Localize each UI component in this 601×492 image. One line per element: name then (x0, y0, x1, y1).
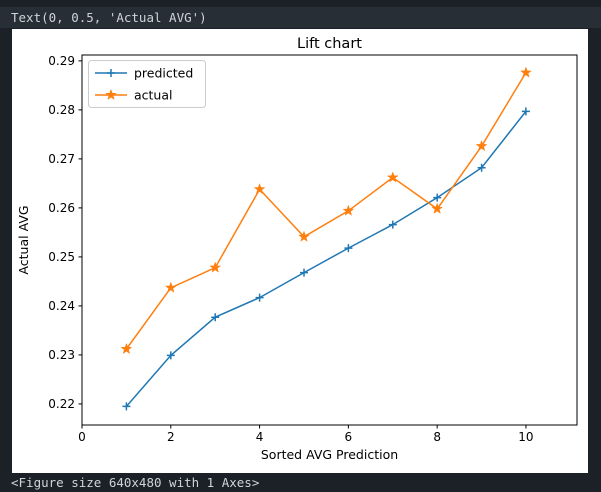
chart: Lift chart Sorted AVG Prediction Actual … (16, 36, 578, 462)
output-line-bottom: <Figure size 640x480 with 1 Axes> (0, 473, 601, 492)
x-tick-label: 4 (256, 430, 264, 444)
star-marker-icon (209, 261, 222, 273)
plus-marker-icon (344, 244, 353, 253)
y-tick-label: 0.24 (48, 299, 75, 313)
x-axis-label: Sorted AVG Prediction (261, 447, 398, 462)
y-tick-label: 0.23 (48, 348, 75, 362)
legend-label: predicted (134, 66, 193, 81)
plus-marker-icon (521, 107, 530, 116)
star-marker-icon (386, 171, 399, 183)
y-tick-label: 0.26 (48, 201, 75, 215)
text-object-repr: Text(0, 0.5, 'Actual AVG') (11, 10, 207, 25)
star-marker-icon (431, 202, 444, 214)
x-tick-label: 10 (518, 430, 533, 444)
star-marker-icon (253, 183, 266, 195)
star-marker-icon (105, 88, 117, 101)
star-marker-icon (519, 66, 532, 78)
plus-marker-icon (433, 193, 442, 202)
figure-size-repr: <Figure size 640x480 with 1 Axes> (11, 475, 260, 490)
chart-title: Lift chart (297, 36, 362, 52)
output-line-top: Text(0, 0.5, 'Actual AVG') (0, 7, 601, 28)
plus-marker-icon (166, 351, 175, 360)
y-axis-label: Actual AVG (16, 205, 31, 274)
series-predicted (122, 107, 530, 411)
y-tick-label: 0.28 (48, 103, 75, 117)
series-line (125, 110, 527, 407)
y-tick-label: 0.22 (48, 397, 75, 411)
plus-marker-icon (122, 402, 131, 411)
matplotlib-figure: Lift chart Sorted AVG Prediction Actual … (12, 29, 588, 474)
axes-frame (81, 54, 578, 426)
legend-label: actual (134, 88, 173, 103)
chart-legend: predicted actual (88, 60, 206, 108)
star-marker-icon (120, 342, 133, 355)
x-tick-label: 8 (433, 430, 441, 444)
plus-marker-icon (107, 69, 115, 77)
x-tick-label: 0 (78, 430, 86, 444)
x-tick-label: 2 (167, 430, 175, 444)
plus-marker-icon (300, 268, 308, 277)
star-marker-icon (298, 230, 310, 242)
plus-marker-icon (388, 220, 397, 229)
plus-marker-icon (211, 313, 220, 322)
star-marker-icon (475, 139, 488, 152)
y-tick-label: 0.25 (48, 250, 75, 264)
series-line (125, 72, 527, 350)
y-tick-label: 0.27 (48, 152, 75, 166)
star-marker-icon (164, 281, 177, 293)
star-marker-icon (342, 204, 355, 216)
plus-marker-icon (255, 293, 264, 302)
x-tick-label: 6 (345, 430, 353, 444)
y-tick-label: 0.29 (48, 54, 75, 68)
plus-marker-icon (477, 163, 486, 172)
series-actual (120, 66, 532, 355)
